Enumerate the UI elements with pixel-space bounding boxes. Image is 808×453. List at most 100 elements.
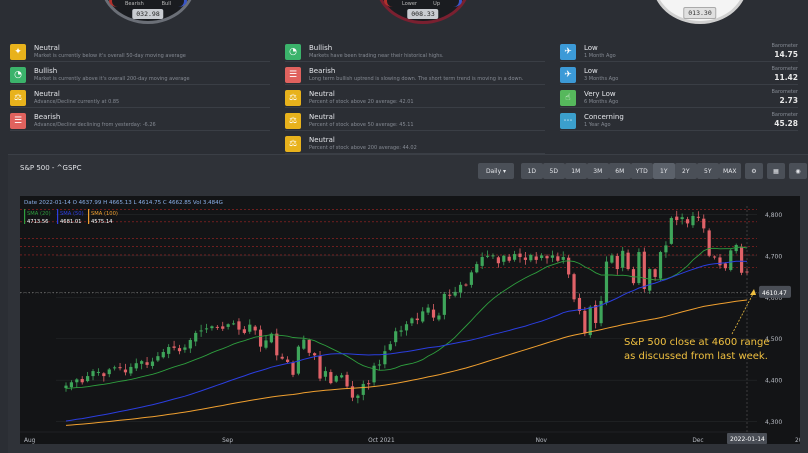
indicator-description: Markets have been trading near their his… xyxy=(309,53,444,59)
thumbs-icon: ☝ xyxy=(560,90,576,106)
candle-body xyxy=(572,274,576,300)
candle-body xyxy=(496,257,500,264)
candle-body xyxy=(188,339,192,349)
interval-dropdown[interactable]: Daily ▾ xyxy=(478,163,514,179)
candle-body xyxy=(664,245,668,253)
candle-body xyxy=(739,246,744,273)
range-button-6m[interactable]: 6M xyxy=(609,163,631,179)
range-button-2y[interactable]: 2Y xyxy=(675,163,697,179)
candle-body xyxy=(210,326,214,329)
candle-body xyxy=(702,218,706,229)
indicator-row: ⋯ Concerning 1 Year Ago Barometer 45.28 xyxy=(560,111,798,131)
candle-body xyxy=(480,257,484,266)
candle-body xyxy=(118,367,122,369)
gauge-left-label: Lower xyxy=(402,1,417,7)
candle-body xyxy=(388,344,392,350)
annotation-line: as discussed from last week. xyxy=(624,351,768,362)
legend-swatch xyxy=(57,209,59,224)
x-tick-label: Aug xyxy=(24,438,36,444)
candle-body xyxy=(404,324,409,331)
candle-body xyxy=(658,252,663,279)
indicator-column-3: ✈ Low 1 Month Ago Barometer 14.75 ✈ Low 3 Month… xyxy=(560,42,798,134)
candle-body xyxy=(696,216,700,218)
candle-body xyxy=(145,362,149,365)
candle-body xyxy=(107,369,111,375)
candle-body xyxy=(285,359,290,362)
gauge-icon: ◔ xyxy=(285,44,301,60)
indicator-row: ☝ Very Low 6 Months Ago Barometer 2.73 xyxy=(560,88,798,108)
indicator-column-1: ✦ Neutral Market is currently below it's o… xyxy=(10,42,270,134)
candle-body xyxy=(464,284,468,286)
gauge-right-label: Up xyxy=(433,1,440,7)
indicator-row: ☰ Bearish Advance/Decline declining from y… xyxy=(10,111,270,131)
calculator-icon[interactable]: ▦ xyxy=(767,163,785,179)
range-button-3m[interactable]: 3M xyxy=(587,163,609,179)
candle-body xyxy=(588,306,592,336)
candle-body xyxy=(599,300,603,324)
candle-body xyxy=(577,297,582,311)
candle-body xyxy=(475,264,479,273)
gauge-icon: ◔ xyxy=(10,67,26,83)
range-button-1y[interactable]: 1Y xyxy=(653,163,675,179)
legend-entry: SMA (100) 4575.14 xyxy=(88,209,118,225)
candle-body xyxy=(529,254,533,261)
indicator-row: ⚖ Neutral Advance/Decline currently at 0.8… xyxy=(10,88,270,108)
candle-body xyxy=(523,257,528,260)
range-button-1d[interactable]: 1D xyxy=(521,163,543,179)
indicator-title: Bullish xyxy=(34,67,58,75)
indicator-title: Low xyxy=(584,44,598,52)
gauge-readout: 032.98 xyxy=(132,9,164,19)
indicator-title: Neutral xyxy=(309,90,335,98)
indicator-row: ✦ Neutral Market is currently below it's o… xyxy=(10,42,270,62)
candle-body xyxy=(340,375,344,378)
candle-body xyxy=(431,309,436,318)
candle-body xyxy=(129,366,133,374)
candle-body xyxy=(685,219,690,224)
indicator-description: Percent of stock above 20 average: 42.01 xyxy=(309,99,414,105)
indicator-row: ◔ Bullish Markets have been trading near t… xyxy=(285,42,545,62)
range-button-5y[interactable]: 5Y xyxy=(697,163,719,179)
legend-value: 4681.01 xyxy=(60,219,81,225)
dots-icon: ⋯ xyxy=(560,113,576,129)
price-chart[interactable]: 4,800 4,700 4,600 4,500 4,400 4,300 Aug Sep Oct… xyxy=(20,196,808,444)
candle-body xyxy=(231,323,236,325)
range-button-5d[interactable]: 5D xyxy=(543,163,565,179)
barometer-value: 2.73 xyxy=(779,96,798,105)
plane-icon: ✈ xyxy=(560,67,576,83)
candle-body xyxy=(453,291,457,296)
candle-body xyxy=(712,256,717,258)
candle-body xyxy=(318,355,322,379)
indicator-title: Neutral xyxy=(309,136,335,144)
range-button-ytd[interactable]: YTD xyxy=(631,163,653,179)
candle-body xyxy=(723,263,727,269)
candle-body xyxy=(469,272,473,285)
barometer-label: Barometer xyxy=(771,43,798,49)
gauge-readout: 013.30 xyxy=(683,7,717,19)
candle-body xyxy=(691,215,695,226)
current-date-tag: 2022-01-14 xyxy=(727,433,767,444)
range-button-max[interactable]: MAX xyxy=(719,163,741,179)
legend-name: SMA (50) xyxy=(60,211,84,217)
candle-body xyxy=(680,217,684,220)
candle-body xyxy=(561,257,565,260)
candle-body xyxy=(123,369,128,373)
candle-body xyxy=(394,331,398,343)
candle-body xyxy=(729,250,733,270)
candle-body xyxy=(307,339,311,353)
candle-body xyxy=(253,326,257,331)
gear-icon[interactable]: ⚙ xyxy=(745,163,763,179)
candle-body xyxy=(637,252,641,284)
candle-body xyxy=(75,379,79,383)
sma50-line xyxy=(65,260,748,422)
candle-body xyxy=(610,255,614,263)
camera-icon[interactable]: ◉ xyxy=(789,163,807,179)
range-button-1m[interactable]: 1M xyxy=(565,163,587,179)
candle-body xyxy=(226,324,230,327)
candle-body xyxy=(134,363,138,369)
indicator-column-2: ◔ Bullish Markets have been trading near t… xyxy=(285,42,545,157)
candle-body xyxy=(80,379,84,383)
candle-body xyxy=(502,255,506,262)
legend-name: SMA (20) xyxy=(27,211,51,217)
indicator-row: ⚖ Neutral Percent of stock above 50 averag… xyxy=(285,111,545,131)
candle-body xyxy=(356,395,360,398)
